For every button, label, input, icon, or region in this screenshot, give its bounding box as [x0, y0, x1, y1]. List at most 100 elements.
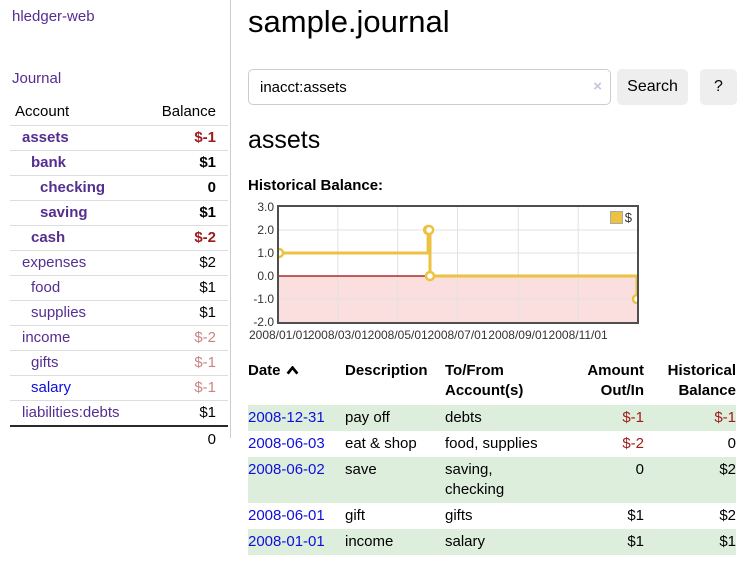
transaction-balance: 0 — [727, 435, 736, 452]
y-axis-tick-label: -1.0 — [253, 292, 274, 306]
account-row: supplies $1 — [10, 300, 228, 326]
transaction-amount: $-1 — [622, 409, 644, 426]
transaction-amount: $1 — [627, 507, 644, 524]
transaction-description: eat & shop — [345, 435, 417, 452]
balance-column-header-register: Historical Balance — [667, 362, 736, 399]
account-link[interactable]: salary — [31, 379, 72, 396]
transaction-balance: $1 — [719, 533, 736, 550]
transaction-description: pay off — [345, 409, 390, 426]
account-heading: assets — [248, 126, 321, 154]
x-axis-tick-label: 2008/11/01 — [548, 328, 608, 342]
y-axis-tick-label: 1.0 — [257, 246, 274, 260]
sort-ascending-icon — [286, 361, 299, 381]
y-axis-tick-label: 3.0 — [257, 200, 274, 214]
transaction-amount: $-2 — [622, 435, 644, 452]
transaction-date-link[interactable]: 2008-01-01 — [248, 533, 325, 550]
clear-search-icon[interactable]: × — [593, 78, 602, 95]
register-header-row: Date Description To/From Account(s) Amou… — [248, 359, 736, 405]
y-axis-tick-label: -2.0 — [253, 315, 274, 329]
account-link[interactable]: income — [22, 329, 71, 346]
x-axis-tick-label: 2008/07/01 — [427, 328, 488, 342]
account-row: assets $-1 — [10, 125, 228, 151]
account-total-row: 0 — [10, 426, 228, 453]
chart-plot-area: $ — [277, 205, 639, 324]
account-balance: $-1 — [194, 379, 216, 396]
account-balance: $1 — [199, 304, 216, 321]
total-balance: 0 — [207, 431, 216, 448]
search-box: × — [248, 69, 611, 105]
account-balance: $-1 — [194, 354, 216, 371]
x-axis-tick-label: 2008/03/01 — [307, 328, 368, 342]
sidebar-item-journal[interactable]: Journal — [12, 70, 62, 87]
y-axis-tick-label: 2.0 — [257, 223, 274, 237]
register-row: 2008-06-02 save saving, checking 0 $2 — [248, 457, 736, 503]
x-axis-tick-label: 2008/01/01 — [248, 328, 310, 342]
data-point — [631, 293, 637, 305]
date-column-header[interactable]: Date — [248, 359, 345, 405]
account-link[interactable]: liabilities:debts — [22, 404, 120, 421]
register-row: 2008-12-31 pay off debts $-1 $-1 — [248, 405, 736, 431]
sidebar: hledger-web Journal Account Balance asse… — [0, 0, 231, 448]
help-button[interactable]: ? — [700, 69, 737, 105]
search-button[interactable]: Search — [617, 69, 688, 105]
account-link[interactable]: gifts — [31, 354, 59, 371]
app-title-link[interactable]: hledger-web — [12, 8, 95, 25]
account-row: bank $1 — [10, 150, 228, 176]
search-input[interactable] — [248, 69, 611, 105]
account-row: cash $-2 — [10, 225, 228, 251]
balance-column-header: Balance — [161, 103, 216, 120]
account-row: income $-2 — [10, 325, 228, 351]
historical-balance-chart: $ 3.0 2.0 1.0 0.0 -1.0 -2.0 2008/01/01 2008/03/… — [248, 198, 742, 344]
description-column-header: Description — [345, 362, 428, 379]
account-tree-table: Account Balance assets $-1 — [10, 100, 228, 453]
transaction-accounts: salary — [445, 533, 486, 550]
account-link[interactable]: supplies — [31, 304, 87, 321]
account-link[interactable]: saving — [40, 204, 88, 221]
chart-title: Historical Balance: — [248, 177, 384, 194]
transaction-balance: $2 — [719, 461, 736, 478]
account-balance: $1 — [199, 279, 216, 296]
account-link[interactable]: bank — [31, 154, 67, 171]
y-axis-tick-label: 0.0 — [257, 269, 274, 283]
legend-label: $ — [624, 210, 632, 225]
amount-column-header: Amount Out/In — [587, 362, 644, 399]
account-link[interactable]: expenses — [22, 254, 87, 271]
account-row: checking 0 — [10, 175, 228, 201]
account-balance: $1 — [199, 154, 216, 171]
x-axis-tick-label: 2008/09/01 — [488, 328, 549, 342]
account-link[interactable]: checking — [40, 179, 106, 196]
account-row: gifts $-1 — [10, 350, 228, 376]
transaction-accounts: gifts — [445, 507, 473, 524]
transaction-date-link[interactable]: 2008-06-01 — [248, 507, 325, 524]
legend-swatch-icon — [609, 211, 623, 224]
account-balance: $1 — [199, 404, 216, 421]
transaction-amount: 0 — [635, 461, 644, 478]
register-table: Date Description To/From Account(s) Amou… — [248, 359, 736, 555]
transaction-date-link[interactable]: 2008-12-31 — [248, 409, 325, 426]
transaction-description: gift — [345, 507, 366, 524]
account-link[interactable]: assets — [22, 129, 69, 146]
account-row: expenses $2 — [10, 250, 228, 276]
transaction-accounts: saving, checking — [445, 461, 505, 498]
chart-legend: $ — [608, 210, 633, 225]
data-point — [424, 270, 436, 282]
account-link[interactable]: food — [31, 279, 61, 296]
page-title: sample.journal — [248, 4, 450, 39]
transaction-balance: $2 — [719, 507, 736, 524]
account-balance: $-2 — [194, 229, 216, 246]
transaction-date-link[interactable]: 2008-06-03 — [248, 435, 325, 452]
tofrom-column-header: To/From Account(s) — [445, 362, 524, 399]
data-point — [279, 247, 285, 259]
register-row: 2008-06-03 eat & shop food, supplies $-2… — [248, 431, 736, 457]
register-row: 2008-01-01 income salary $1 $1 — [248, 529, 736, 555]
register-row: 2008-06-01 gift gifts $1 $2 — [248, 503, 736, 529]
transaction-date-link[interactable]: 2008-06-02 — [248, 461, 325, 478]
account-row: salary $-1 — [10, 375, 228, 401]
account-link[interactable]: cash — [31, 229, 66, 246]
account-balance: $-1 — [194, 129, 216, 146]
account-row: liabilities:debts $1 — [10, 400, 228, 427]
account-row: saving $1 — [10, 200, 228, 226]
account-row: food $1 — [10, 275, 228, 301]
account-balance: $2 — [199, 254, 216, 271]
